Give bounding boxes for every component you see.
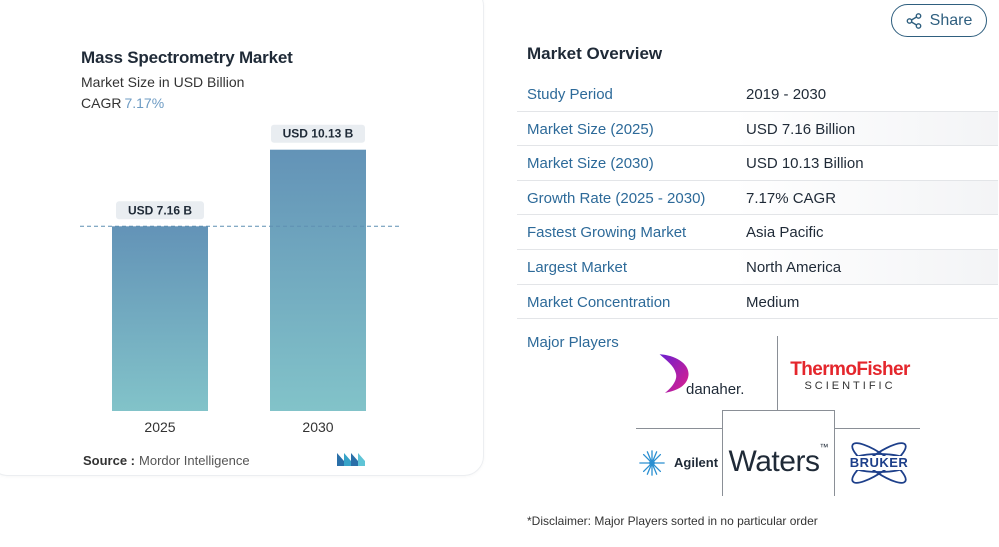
share-button[interactable]: Share <box>891 4 987 37</box>
overview-value: 7.17% CAGR <box>746 189 837 207</box>
data-label: USD 7.16 B <box>128 203 192 217</box>
overview-key[interactable]: Study Period <box>527 86 613 103</box>
bruker-logo: BRUKER <box>842 442 916 484</box>
overview-value: USD 7.16 Billion <box>746 120 856 138</box>
thermofisher-subtext: SCIENTIFIC <box>804 380 896 392</box>
bar-2030 <box>270 149 366 411</box>
overview-row-fastest-growing: Fastest Growing Market Asia Pacific <box>517 215 998 250</box>
overview-key[interactable]: Largest Market <box>527 258 628 276</box>
data-label-background <box>116 201 204 220</box>
source-line: Source : Mordor Intelligence <box>83 453 250 468</box>
overview-row-market-size-2030: Market Size (2030) USD 10.13 Billion <box>517 146 998 181</box>
overview-value: Medium <box>746 293 800 311</box>
major-players-label[interactable]: Major Players <box>527 334 619 351</box>
divider <box>636 428 722 429</box>
divider <box>722 410 723 496</box>
overview-key[interactable]: Growth Rate (2025 - 2030) <box>527 189 706 207</box>
overview-value: USD 10.13 Billion <box>746 155 864 173</box>
bruker-wordmark: BRUKER <box>849 455 909 470</box>
overview-key[interactable]: Market Concentration <box>527 293 671 311</box>
disclaimer-text: *Disclaimer: Major Players sorted in no … <box>527 514 818 528</box>
share-label: Share <box>929 11 973 29</box>
cagr-label: CAGR <box>81 95 122 111</box>
agilent-spark-icon <box>639 450 665 476</box>
cagr-value: 7.17% <box>124 95 165 111</box>
waters-logo: Waters™ <box>723 442 834 482</box>
market-summary-card <box>0 0 484 476</box>
source-value: Mordor Intelligence <box>139 453 250 468</box>
divider <box>834 428 920 429</box>
overview-row-concentration: Market Concentration Medium <box>517 285 998 320</box>
overview-row-study-period: Study Period 2019 - 2030 <box>517 77 998 112</box>
overview-key[interactable]: Market Size (2025) <box>527 120 654 138</box>
x-tick-label: 2025 <box>144 419 175 435</box>
waters-wordmark: Waters <box>728 445 820 478</box>
divider <box>777 336 778 410</box>
overview-value: Asia Pacific <box>746 224 824 242</box>
bar-2025 <box>112 226 208 411</box>
overview-key[interactable]: Fastest Growing Market <box>527 224 687 242</box>
danaher-logo: danaher. <box>656 351 766 403</box>
overview-row-growth-rate: Growth Rate (2025 - 2030) 7.17% CAGR <box>517 180 998 216</box>
bar-chart: USD 7.16 B 2025 USD 10.13 B 2030 <box>80 124 400 435</box>
danaher-mark-icon <box>659 354 689 393</box>
agilent-logo: Agilent <box>638 449 722 479</box>
data-label-background <box>271 124 365 143</box>
overview-table: Study Period 2019 - 2030 Market Size (20… <box>517 77 998 320</box>
trademark-symbol: ™ <box>819 442 829 452</box>
thermofisher-logo: ThermoFisher SCIENTIFIC <box>784 360 916 396</box>
source-label: Source : <box>83 453 136 468</box>
chart-title: Mass Spectrometry Market <box>81 48 293 67</box>
divider <box>834 410 835 496</box>
data-label: USD 10.13 B <box>283 127 354 141</box>
chart-subtitle: Market Size in USD Billion <box>81 74 245 90</box>
bruker-atom-icon <box>845 442 913 484</box>
overview-value: North America <box>746 258 842 276</box>
overview-row-largest-market: Largest Market North America <box>517 249 998 285</box>
danaher-wordmark: danaher. <box>686 381 745 398</box>
cagr-line: CAGR 7.17% <box>81 95 164 111</box>
overview-title: Market Overview <box>527 44 663 63</box>
thermofisher-wordmark: ThermoFisher <box>790 359 910 380</box>
mordor-intelligence-logo-icon <box>337 453 365 466</box>
agilent-wordmark: Agilent <box>674 455 719 470</box>
share-icon <box>906 12 922 29</box>
overview-row-market-size-2025: Market Size (2025) USD 7.16 Billion <box>517 111 998 147</box>
overview-value: 2019 - 2030 <box>746 86 827 103</box>
x-tick-label: 2030 <box>302 419 333 435</box>
overview-key[interactable]: Market Size (2030) <box>527 155 654 173</box>
major-players-logos: danaher. ThermoFisher SCIENTIFIC Agilent… <box>636 336 920 496</box>
divider <box>722 410 835 411</box>
